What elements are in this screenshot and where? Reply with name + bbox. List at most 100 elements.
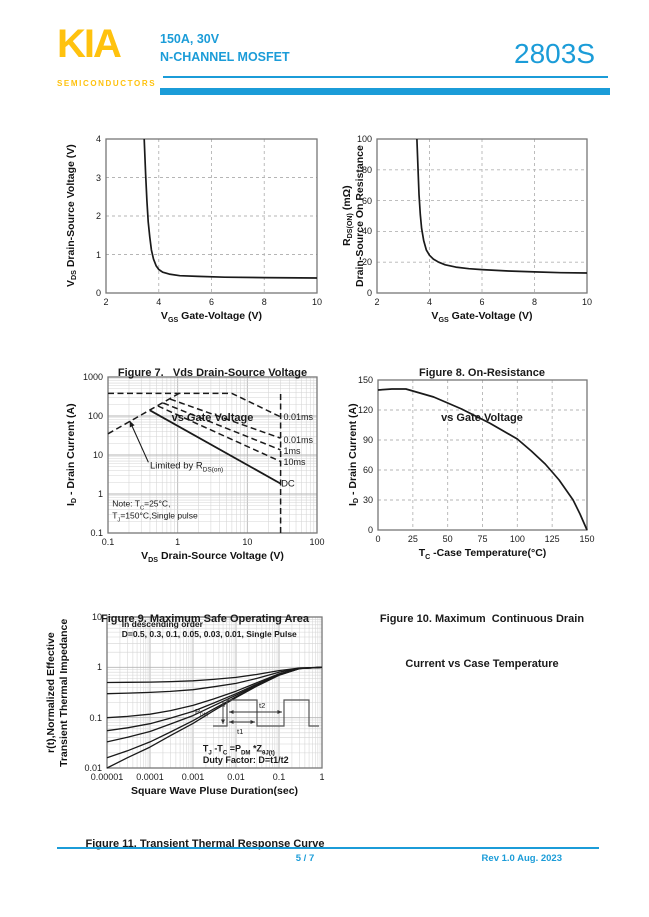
- y-tick-label: 120: [357, 405, 373, 415]
- y-tick-label: 90: [362, 435, 373, 445]
- caption-line: Figure 10. Maximum Continuous Drain: [379, 613, 585, 625]
- y-tick-label: 60: [362, 465, 373, 475]
- figure10-caption: Figure 10. Maximum Continuous Drain Curr…: [348, 582, 616, 702]
- part-number: 2803S: [514, 38, 595, 69]
- x-tick-label: 0.01: [227, 772, 245, 782]
- y-tick-label: 0.01: [84, 763, 102, 773]
- x-axis-label: VGS Gate-Voltage (V): [160, 310, 263, 325]
- kia-logo: KIA: [57, 22, 122, 66]
- y-tick-label: 10: [92, 450, 103, 460]
- inset-arrowhead: [229, 720, 234, 724]
- x-tick-label: 0: [375, 534, 381, 544]
- x-tick-label: 100: [509, 534, 525, 544]
- caption-line: vs Gate Voltage: [171, 412, 254, 424]
- series-single-pulse: [106, 666, 323, 769]
- x-tick-label: 1: [319, 772, 325, 782]
- x-axis-label: TC -Case Temperature(°C): [418, 547, 547, 562]
- caption-line: vs Gate Voltage: [441, 412, 523, 424]
- inset-arrowhead: [277, 710, 282, 714]
- annotation-text: TJ=150°C,Single pulse: [112, 511, 198, 524]
- x-axis-label: VDS Drain-Source Voltage (V): [141, 550, 284, 565]
- y-tick-label: 100: [356, 134, 372, 144]
- inset-arrowhead: [221, 719, 225, 724]
- x-tick-label: 6: [479, 297, 485, 307]
- annotation-text: 1ms: [283, 445, 301, 456]
- annotation-text: Note: TC=25°C,: [112, 498, 171, 512]
- y-tick-label: 1: [96, 662, 102, 673]
- annotation-text: 0.01ms: [283, 435, 313, 446]
- figure8-caption: Figure 8. On-Resistance vs Gate Voltage: [348, 336, 616, 456]
- annotation-text: 0.01ms: [283, 411, 313, 422]
- x-tick-label: 0.00001: [90, 772, 124, 782]
- fig7-canvas: [105, 138, 318, 294]
- y-tick-label: 4: [95, 134, 101, 144]
- figure7-vds-vs-vgs-chart: 2 4 6 8 10 0 1 2 3 4 VGS Gate-Voltage (V) VDS Drain…: [45, 128, 337, 324]
- y-tick-label: 10: [91, 612, 102, 622]
- plot-border: [376, 138, 588, 294]
- series-pulse-0.01ms: [108, 392, 281, 418]
- caption-line: Figure 8. On-Resistance: [419, 367, 545, 379]
- pdm-label: PDM: [195, 707, 208, 719]
- y-tick-label: 30: [362, 495, 373, 505]
- y-tick-label: 3: [95, 172, 101, 183]
- plot-border: [377, 379, 588, 531]
- pulse-waveform: [213, 699, 319, 727]
- x-tick-label: 4: [426, 297, 433, 307]
- series-rdson-limit: [107, 392, 180, 435]
- caption-line: Figure 7. Vds Drain-Source Voltage: [117, 367, 308, 379]
- y-tick-label: 0: [366, 288, 372, 298]
- x-tick-label: 2: [374, 297, 380, 307]
- y-tick-label: 20: [361, 257, 372, 268]
- figure11-thermal-response-chart: 0.00001 0.0001 0.001 0.01 0.1 1 0.01 0.1 1 10 Squa…: [45, 608, 345, 797]
- x-tick-label: 8: [261, 297, 267, 307]
- caption-line: Figure 11. Transient Thermal Response Cu…: [85, 838, 325, 850]
- device-rating: 150A, 30V: [160, 32, 220, 46]
- y-tick-label: 1: [97, 489, 103, 499]
- x-tick-label: 125: [544, 534, 560, 544]
- figure10-id-vs-tc-chart: 0 25 50 75 100 125 150 0 30 60 90 120 150 TC -Case Te…: [340, 368, 612, 561]
- annotation-text: DC: [281, 478, 295, 490]
- plot-border: [107, 376, 318, 534]
- series-vds-vs-vgs: [143, 138, 318, 279]
- x-tick-label: 0.1: [101, 537, 115, 547]
- figure7-caption: Figure 7. Vds Drain-Source Voltage vs Ga…: [75, 336, 350, 456]
- x-tick-label: 25: [407, 534, 418, 544]
- fig8-canvas: [376, 138, 588, 294]
- y-tick-label: 100: [87, 411, 103, 421]
- fig10-canvas: [377, 379, 588, 531]
- y-axis-label: VDS Drain-Source Voltage (V): [65, 144, 79, 288]
- figure9-caption: Figure 9. Maximum Safe Operating Area: [50, 582, 360, 657]
- figure8-rdson-vs-vgs-chart: 2 4 6 8 10 0 20 40 60 80 100 VGS Gate-Voltage (V) RD…: [340, 128, 612, 324]
- header-rule-thick: [160, 88, 610, 95]
- y-tick-label: 60: [361, 195, 372, 206]
- fig9-canvas: [107, 376, 318, 534]
- series-pulse-10ms: [157, 405, 281, 463]
- footer-rule: [57, 847, 599, 849]
- x-tick-label: 50: [442, 534, 453, 544]
- y-tick-label: 0.1: [90, 528, 103, 538]
- x-tick-label: 6: [208, 297, 215, 307]
- x-axis-label: Square Wave Pluse Duration(sec): [130, 785, 299, 797]
- series-id-vs-tc: [377, 388, 588, 531]
- figure9-safe-operating-area-chart: 0.1 1 10 100 0.1 1 10 100 1000 VDS Drain-Source V…: [45, 368, 337, 564]
- y-tick-label: 40: [361, 226, 372, 237]
- series-duty-0.3: [106, 666, 323, 695]
- x-tick-label: 8: [531, 297, 538, 307]
- x-axis-label: VGS Gate-Voltage (V): [431, 310, 533, 325]
- x-tick-label: 0.0001: [136, 772, 164, 782]
- page-number: 5 / 7: [295, 853, 315, 864]
- annotation-arrow: [129, 420, 149, 463]
- x-tick-label: 150: [579, 534, 595, 544]
- x-tick-label: 1: [175, 537, 181, 547]
- y-tick-label: 0: [95, 288, 101, 298]
- series-dc: [149, 409, 282, 485]
- annotation-text: D=0.5, 0.3, 0.1, 0.05, 0.03, 0.01, Singl…: [121, 628, 297, 639]
- x-tick-label: 10: [581, 297, 593, 307]
- series-duty-0.5: [106, 666, 323, 684]
- y-tick-label: 0: [367, 525, 373, 535]
- annotation-arrowhead: [129, 420, 135, 428]
- annotation-text: Duty Factor: D=t1/t2: [202, 754, 289, 765]
- annotation-text: Limited by RDS(on): [149, 460, 224, 474]
- annotation-text: 10ms: [283, 457, 306, 468]
- plot-border: [105, 138, 318, 294]
